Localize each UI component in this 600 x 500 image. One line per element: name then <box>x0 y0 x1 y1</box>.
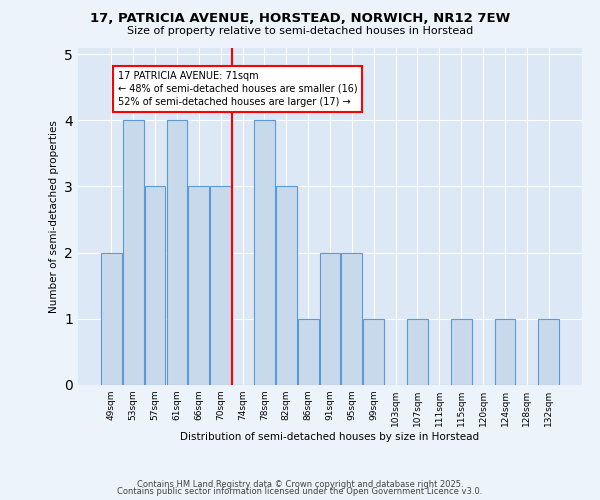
Text: Contains public sector information licensed under the Open Government Licence v3: Contains public sector information licen… <box>118 488 482 496</box>
Text: 17 PATRICIA AVENUE: 71sqm
← 48% of semi-detached houses are smaller (16)
52% of : 17 PATRICIA AVENUE: 71sqm ← 48% of semi-… <box>118 70 358 107</box>
Bar <box>451 319 472 385</box>
Bar <box>101 252 122 385</box>
Bar <box>364 319 384 385</box>
Bar <box>210 186 231 385</box>
Bar <box>167 120 187 385</box>
Bar <box>538 319 559 385</box>
Text: Size of property relative to semi-detached houses in Horstead: Size of property relative to semi-detach… <box>127 26 473 36</box>
Bar <box>188 186 209 385</box>
Bar <box>494 319 515 385</box>
Bar <box>298 319 319 385</box>
Bar <box>320 252 340 385</box>
Bar <box>341 252 362 385</box>
Bar <box>254 120 275 385</box>
Bar <box>276 186 296 385</box>
Y-axis label: Number of semi-detached properties: Number of semi-detached properties <box>49 120 59 312</box>
Bar <box>407 319 428 385</box>
Bar <box>145 186 166 385</box>
Text: 17, PATRICIA AVENUE, HORSTEAD, NORWICH, NR12 7EW: 17, PATRICIA AVENUE, HORSTEAD, NORWICH, … <box>90 12 510 26</box>
Bar <box>123 120 143 385</box>
X-axis label: Distribution of semi-detached houses by size in Horstead: Distribution of semi-detached houses by … <box>181 432 479 442</box>
Text: Contains HM Land Registry data © Crown copyright and database right 2025.: Contains HM Land Registry data © Crown c… <box>137 480 463 489</box>
